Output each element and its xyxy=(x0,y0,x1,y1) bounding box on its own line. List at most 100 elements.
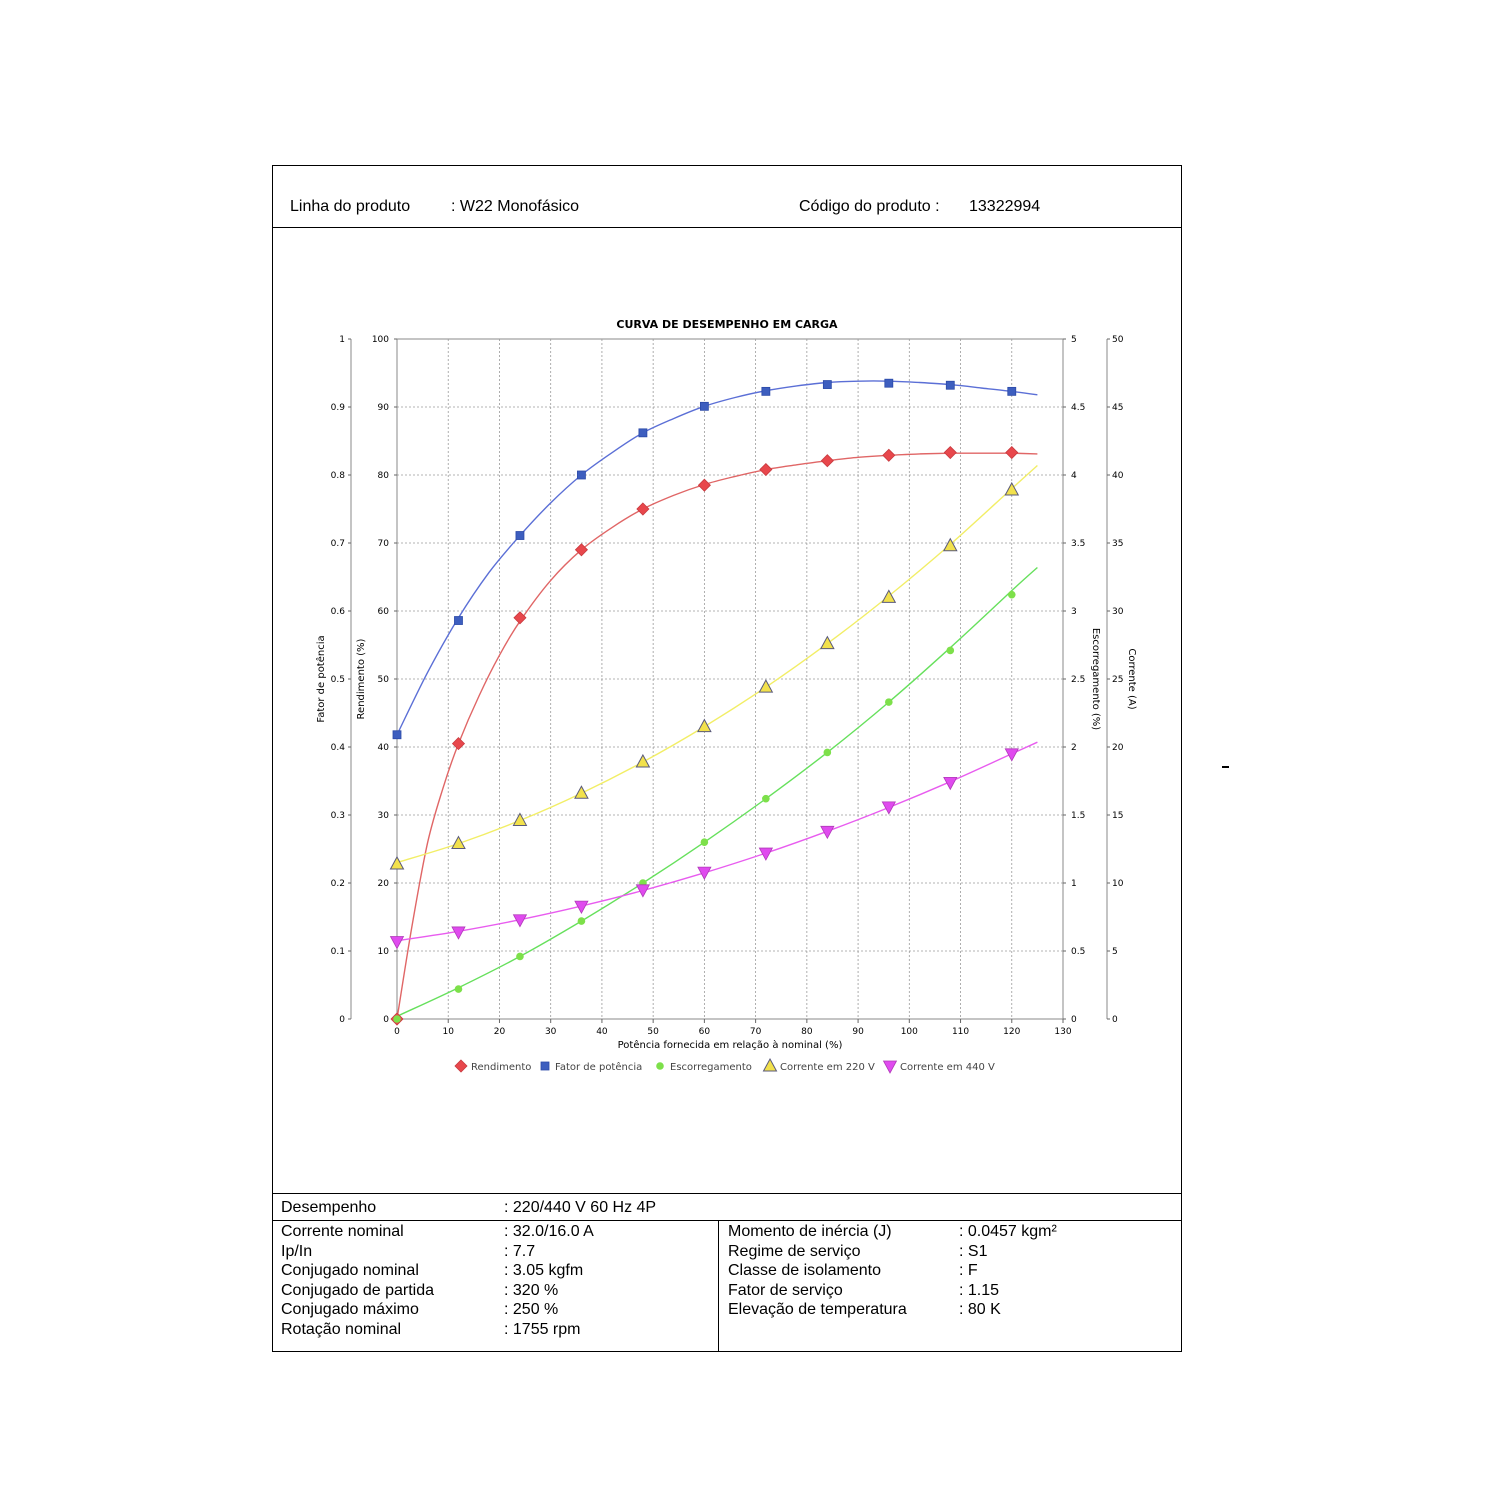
data-point-rendimento xyxy=(574,543,588,557)
data-point-fator-de-potencia xyxy=(454,616,463,625)
y-tick-label: 0.3 xyxy=(331,811,345,821)
data-point-corrente-em-440-v xyxy=(574,900,589,914)
y-tick-label: 0.9 xyxy=(331,403,346,413)
y-tick-label: 15 xyxy=(1112,811,1123,821)
data-point-corrente-em-220-v xyxy=(451,835,466,850)
y-tick-label: 0 xyxy=(339,1015,345,1025)
spec-label: Elevação de temperatura xyxy=(728,1301,907,1318)
y-tick-label: 25 xyxy=(1112,675,1123,685)
x-tick-label: 30 xyxy=(545,1027,557,1037)
data-point-escorregamento xyxy=(700,838,709,846)
data-point-rendimento xyxy=(636,502,650,516)
chart-axes: 0 10 20 30 40 50 60 70 80 90 100 110 120 13000.10.20.… xyxy=(331,335,1124,1037)
spec-label: Ip/In xyxy=(281,1242,313,1260)
legend-marker-corrente-em-440-v xyxy=(882,1060,898,1074)
y-tick-label: 100 xyxy=(372,335,389,345)
legend-label-corrente-em-440-v: Corrente em 440 V xyxy=(900,1062,995,1073)
data-point-corrente-em-440-v xyxy=(881,801,896,815)
y-tick-label: 60 xyxy=(378,607,390,617)
efficiency-axis-title: Rendimento (%) xyxy=(356,638,367,719)
data-point-rendimento xyxy=(513,611,527,625)
y-tick-label: 0 xyxy=(383,1015,389,1025)
data-point-fator-de-potencia xyxy=(392,730,402,740)
y-tick-label: 1 xyxy=(339,335,345,345)
data-point-rendimento xyxy=(759,462,773,477)
y-tick-label: 10 xyxy=(378,947,390,957)
x-axis-title: Potência fornecida em relação à nominal … xyxy=(618,1039,843,1051)
product-code-label: Código do produto : xyxy=(799,198,940,215)
y-tick-label: 3.5 xyxy=(1071,539,1085,549)
data-point-corrente-em-440-v xyxy=(697,866,712,880)
x-tick-label: 0 xyxy=(394,1027,400,1037)
data-point-fator-de-potencia xyxy=(515,531,525,540)
spec-value: : 1755 rpm xyxy=(504,1320,581,1338)
legend-label-corrente-em-220-v: Corrente em 220 V xyxy=(780,1062,875,1073)
product-code-value: 13322994 xyxy=(969,198,1041,215)
data-point-corrente-em-220-v xyxy=(635,753,651,768)
data-point-fator-de-potencia xyxy=(945,380,955,390)
y-tick-label: 0.7 xyxy=(331,539,345,549)
spec-label: Fator de serviço xyxy=(728,1281,843,1299)
spec-value: : 32.0/16.0 A xyxy=(504,1223,594,1240)
slip-axis-title: Escorregamento (%) xyxy=(1090,628,1101,730)
data-point-corrente-em-440-v xyxy=(820,825,835,840)
y-tick-label: 30 xyxy=(1112,607,1124,617)
data-point-escorregamento xyxy=(762,794,770,803)
legend-marker-rendimento xyxy=(454,1059,468,1073)
product-line-value: : W22 Monofásico xyxy=(451,198,580,215)
spec-label: Classe de isolamento xyxy=(728,1262,881,1279)
x-tick-label: 70 xyxy=(750,1027,762,1037)
data-point-corrente-em-440-v xyxy=(512,914,528,928)
spec-value: : 320 % xyxy=(504,1281,559,1299)
data-point-corrente-em-440-v xyxy=(758,847,774,861)
data-point-corrente-em-220-v xyxy=(697,718,712,733)
chart-grid xyxy=(396,338,1064,1020)
y-tick-label: 0 xyxy=(1112,1015,1118,1025)
legend-label-escorregamento: Escorregamento xyxy=(670,1062,752,1073)
spec-value: : 250 % xyxy=(504,1301,559,1318)
x-tick-label: 120 xyxy=(1003,1027,1020,1037)
data-point-corrente-em-440-v xyxy=(389,936,405,950)
data-point-corrente-em-440-v xyxy=(451,926,466,940)
y-tick-label: 3 xyxy=(1071,607,1077,617)
y-tick-label: 0 xyxy=(1071,1015,1077,1025)
data-point-rendimento xyxy=(820,454,834,468)
spec-value: : 1.15 xyxy=(959,1281,1000,1299)
y-tick-label: 0.5 xyxy=(1071,947,1085,957)
data-point-corrente-em-220-v xyxy=(758,679,774,693)
specs-table: Corrente nominal : 32.0/16.0 A Ip/In : 7… xyxy=(273,1220,1181,1351)
y-tick-label: 5 xyxy=(1112,947,1118,957)
y-tick-label: 45 xyxy=(1112,403,1123,413)
y-tick-label: 0.4 xyxy=(331,743,346,753)
y-tick-label: 20 xyxy=(1112,743,1124,753)
y-tick-label: 50 xyxy=(378,675,390,685)
y-tick-label: 2 xyxy=(1071,743,1077,753)
y-tick-label: 1.5 xyxy=(1071,811,1085,821)
performance-value: : 220/440 V 60 Hz 4P xyxy=(504,1199,657,1216)
data-point-fator-de-potencia xyxy=(699,401,709,411)
spec-label: Conjugado de partida xyxy=(281,1281,435,1299)
data-point-corrente-em-220-v xyxy=(881,589,897,603)
y-tick-label: 90 xyxy=(378,403,390,413)
x-tick-label: 60 xyxy=(699,1027,711,1037)
legend-marker-fator-de-potencia xyxy=(540,1061,550,1071)
data-point-fator-de-potencia xyxy=(822,380,832,389)
series-line-escorregamento xyxy=(396,566,1038,1017)
spec-label: Regime de serviço xyxy=(728,1242,861,1260)
y-tick-label: 0.6 xyxy=(331,607,346,617)
data-point-fator-de-potencia xyxy=(1007,386,1017,396)
product-line-label: Linha do produto xyxy=(290,198,411,215)
y-tick-label: 30 xyxy=(378,811,390,821)
spec-label: Momento de inércia (J) xyxy=(728,1223,892,1240)
data-point-corrente-em-440-v xyxy=(1004,748,1019,762)
spec-label: Corrente nominal xyxy=(281,1223,404,1240)
data-point-corrente-em-220-v xyxy=(1004,481,1020,496)
spec-value: : 0.0457 kgm² xyxy=(959,1223,1057,1240)
chart-markers xyxy=(389,378,1020,1026)
data-point-corrente-em-440-v xyxy=(943,776,958,791)
legend-label-fator-de-potencia: Fator de potência xyxy=(555,1061,642,1073)
x-tick-label: 110 xyxy=(952,1027,969,1037)
data-point-rendimento xyxy=(882,448,896,462)
chart-legend: Rendimento Fator de potência Escorregament… xyxy=(454,1057,995,1074)
